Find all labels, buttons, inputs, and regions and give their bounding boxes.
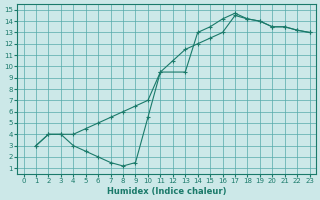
X-axis label: Humidex (Indice chaleur): Humidex (Indice chaleur) <box>107 187 226 196</box>
